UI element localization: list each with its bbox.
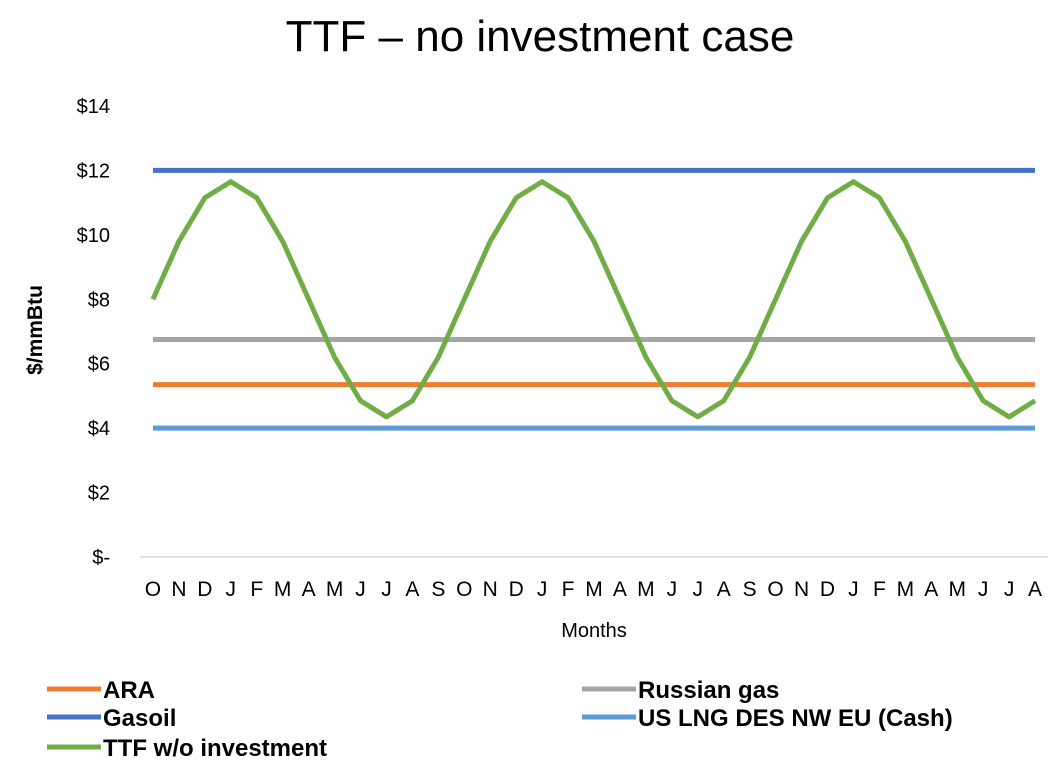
y-tick-label: $- — [92, 547, 110, 569]
x-tick-label: J — [537, 578, 548, 601]
x-tick-label: M — [274, 578, 292, 601]
x-tick-label: D — [197, 578, 212, 601]
x-tick-label: M — [948, 578, 966, 601]
y-tick-label: $6 — [88, 354, 110, 376]
legend-label: Gasoil — [103, 705, 176, 732]
y-axis-title: $/mmBtu — [24, 285, 47, 375]
x-tick-label: J — [381, 578, 392, 601]
y-tick-label: $10 — [77, 225, 110, 247]
y-tick-label: $8 — [88, 289, 110, 311]
y-tick-label: $14 — [77, 96, 110, 118]
x-tick-label: F — [873, 578, 886, 601]
chart-title: TTF – no investment case — [286, 12, 795, 61]
x-tick-label: S — [431, 578, 445, 601]
x-tick-label: O — [767, 578, 783, 601]
x-tick-label: N — [794, 578, 809, 601]
y-tick-label: $2 — [88, 483, 110, 505]
x-tick-label: A — [717, 578, 731, 601]
x-tick-label: A — [405, 578, 419, 601]
x-tick-label: O — [456, 578, 472, 601]
x-tick-label: S — [743, 578, 757, 601]
series-lines — [150, 167, 1037, 431]
x-tick-label: D — [509, 578, 524, 601]
x-tick-label: A — [1028, 578, 1042, 601]
x-axis-title: Months — [561, 620, 627, 642]
x-tick-label: A — [924, 578, 938, 601]
x-tick-label: O — [145, 578, 161, 601]
x-tick-label: A — [613, 578, 627, 601]
x-tick-label: J — [355, 578, 366, 601]
legend-label: ARA — [103, 677, 155, 704]
x-tick-label: N — [171, 578, 186, 601]
legend-label: US LNG DES NW EU (Cash) — [638, 705, 953, 732]
x-tick-label: D — [820, 578, 835, 601]
x-tick-label: J — [848, 578, 859, 601]
y-tick-label: $4 — [88, 418, 110, 440]
x-tick-label: M — [637, 578, 655, 601]
x-tick-label: M — [326, 578, 344, 601]
series-line-ttf-w-o-investment — [150, 179, 1037, 420]
x-tick-label: J — [667, 578, 678, 601]
y-axis-ticks: $- $2 $4 $6 $8 $10 $12 $14 — [77, 96, 110, 569]
x-tick-label: M — [585, 578, 603, 601]
y-tick-label: $12 — [77, 160, 110, 182]
x-tick-label: J — [978, 578, 989, 601]
x-tick-label: M — [897, 578, 915, 601]
legend-label: TTF w/o investment — [103, 735, 327, 762]
x-tick-label: F — [250, 578, 263, 601]
x-tick-label: A — [302, 578, 316, 601]
x-tick-label: F — [562, 578, 575, 601]
legend-label: Russian gas — [638, 677, 779, 704]
x-tick-label: J — [1004, 578, 1015, 601]
x-tick-label: J — [226, 578, 237, 601]
x-tick-label: N — [483, 578, 498, 601]
x-tick-label: J — [693, 578, 704, 601]
